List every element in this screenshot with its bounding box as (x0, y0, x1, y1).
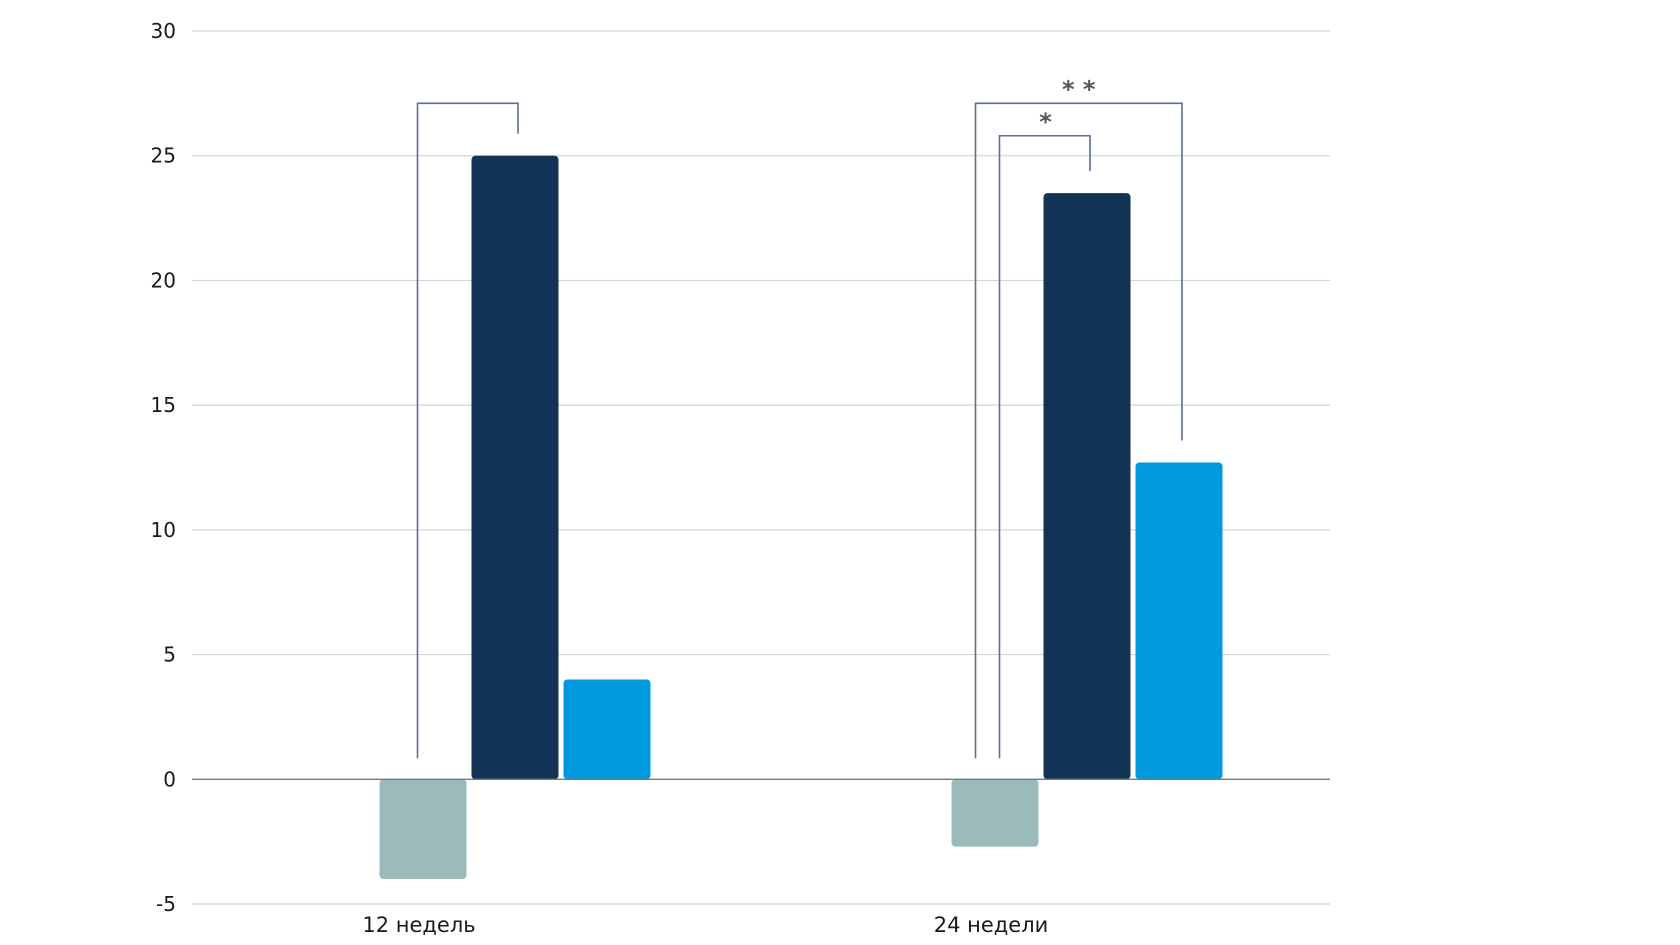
significance-brackets: * * * (416, 75, 1183, 759)
y-tick-label: 30 (151, 19, 176, 43)
x-category-label: 12 недель (362, 913, 475, 937)
y-tick-label: 25 (151, 144, 176, 168)
bar-series-3-category-1 (563, 679, 651, 780)
y-tick-label: 20 (151, 268, 176, 292)
y-tick-label: 0 (163, 767, 176, 791)
bar-series-2-category-2 (1043, 193, 1131, 780)
significance-label: * * (1062, 75, 1096, 103)
significance-bracket (998, 134, 1091, 759)
bar-series-1-category-1 (379, 779, 467, 880)
significance-bracket (416, 102, 519, 759)
x-category-label: 24 недели (934, 913, 1049, 937)
y-tick-label: -5 (156, 892, 176, 916)
bar-series-1-category-2 (951, 779, 1039, 847)
bar-series-3-category-2 (1135, 462, 1223, 780)
y-tick-label: 10 (151, 518, 176, 542)
y-tick-label: 15 (151, 393, 176, 417)
grid-lines (192, 30, 1330, 905)
x-axis-category-labels: 12 недель 24 недели (362, 913, 1048, 937)
y-axis-ticks: 30 25 20 15 10 5 0 -5 (151, 19, 176, 916)
bar-series-2-category-1 (471, 155, 559, 780)
significance-bracket (974, 102, 1183, 759)
y-tick-label: 5 (163, 643, 176, 667)
bars (379, 155, 1223, 880)
significance-label: * (1039, 108, 1052, 136)
